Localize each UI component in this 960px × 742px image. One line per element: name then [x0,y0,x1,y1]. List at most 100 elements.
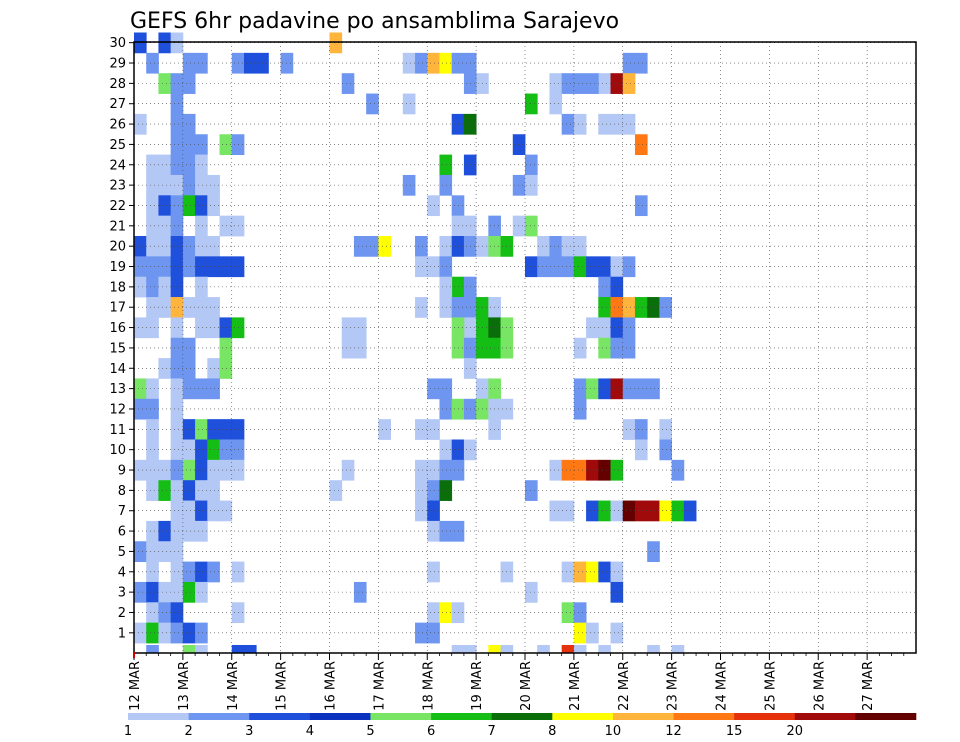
precip-cell [134,32,147,54]
precip-cell [439,459,453,481]
y-tick-label: 7 [118,504,126,519]
precip-cell [182,419,196,440]
precip-cell [170,32,184,54]
precip-cell [647,541,660,562]
legend-label: 7 [488,724,496,739]
y-tick-label: 10 [109,443,126,458]
precip-cell [207,317,220,339]
precip-cell [170,256,184,278]
precip-cell [170,541,184,562]
precip-cell [525,154,538,176]
precip-cell [170,276,184,298]
precip-cell [488,645,501,654]
precip-cell [402,174,416,196]
precip-cell [415,622,428,644]
precip-cell [195,317,208,339]
precip-cell [549,93,563,115]
precip-cell [647,500,660,522]
precip-cell [598,561,611,583]
y-tick-label: 20 [109,240,126,255]
precip-cell [219,500,233,522]
y-tick-label: 15 [109,341,126,356]
x-tick-label: 16 MAR [324,661,339,711]
y-tick-label: 25 [109,138,126,153]
precip-cell [439,256,453,278]
precip-cell [659,297,673,318]
precip-cell [573,378,587,400]
precip-cell [586,561,599,583]
precip-cell [219,256,233,278]
precip-cell [610,256,624,278]
precip-cell [207,419,220,440]
precip-cell [353,337,367,359]
y-tick-label: 28 [109,77,126,92]
x-tick-label: 17 MAR [372,661,387,711]
precip-cell [195,439,208,461]
precip-cell [219,419,233,440]
precip-cell [427,520,440,542]
precip-cell [610,500,624,522]
precip-cell [427,195,440,217]
precip-cell [170,358,184,379]
precip-cell [146,256,159,278]
precip-cell [219,317,233,339]
precip-cell [561,561,575,583]
legend-swatch [309,713,371,720]
precip-cell [158,215,172,237]
precip-cell [415,256,428,278]
precip-cell [598,297,611,318]
precip-cell [195,174,208,196]
precip-cell [134,236,147,257]
precip-cell [610,378,624,400]
precip-cell [622,317,636,339]
precip-cell [182,113,196,135]
precip-cell [671,645,685,654]
precip-cell [329,32,343,54]
precip-cell [525,93,538,115]
precip-cell [134,398,147,420]
precip-cell [146,419,159,440]
precip-cell [610,113,624,135]
precip-cell [341,317,355,339]
x-tick-label: 13 MAR [177,661,192,711]
precip-cell [561,236,575,257]
x-tick-label: 14 MAR [226,661,241,711]
precip-cell [182,480,196,501]
legend-swatch [128,713,189,720]
precip-cell [158,480,172,501]
precip-cell [182,581,196,603]
precip-cell [170,154,184,176]
precip-cell [170,520,184,542]
precip-cell [586,317,599,339]
precip-cell [610,581,624,603]
precip-cell [146,645,159,654]
precip-cell [146,276,159,298]
precip-cell [549,73,563,94]
precip-cell [195,480,208,501]
precip-cell [170,439,184,461]
precip-cell [146,195,159,217]
precip-cell [170,419,184,440]
precip-cell [659,439,673,461]
precip-cell [146,398,159,420]
precip-cell [512,215,526,237]
precip-cell [219,358,233,379]
precip-cell [427,480,440,501]
precip-cell [573,459,587,481]
precip-cell [195,561,208,583]
precip-cell [622,419,636,440]
precip-cell [463,645,477,654]
precip-cell [427,52,440,74]
precip-cell [146,480,159,501]
precip-cell [586,256,599,278]
precip-cell [195,520,208,542]
precip-cell [427,419,440,440]
y-tick-label: 13 [109,382,126,397]
legend-swatch [734,713,796,720]
precip-cell [158,276,172,298]
precip-cell [182,439,196,461]
precip-cell [622,256,636,278]
precip-cell [634,500,648,522]
y-tick-label: 30 [109,36,126,51]
